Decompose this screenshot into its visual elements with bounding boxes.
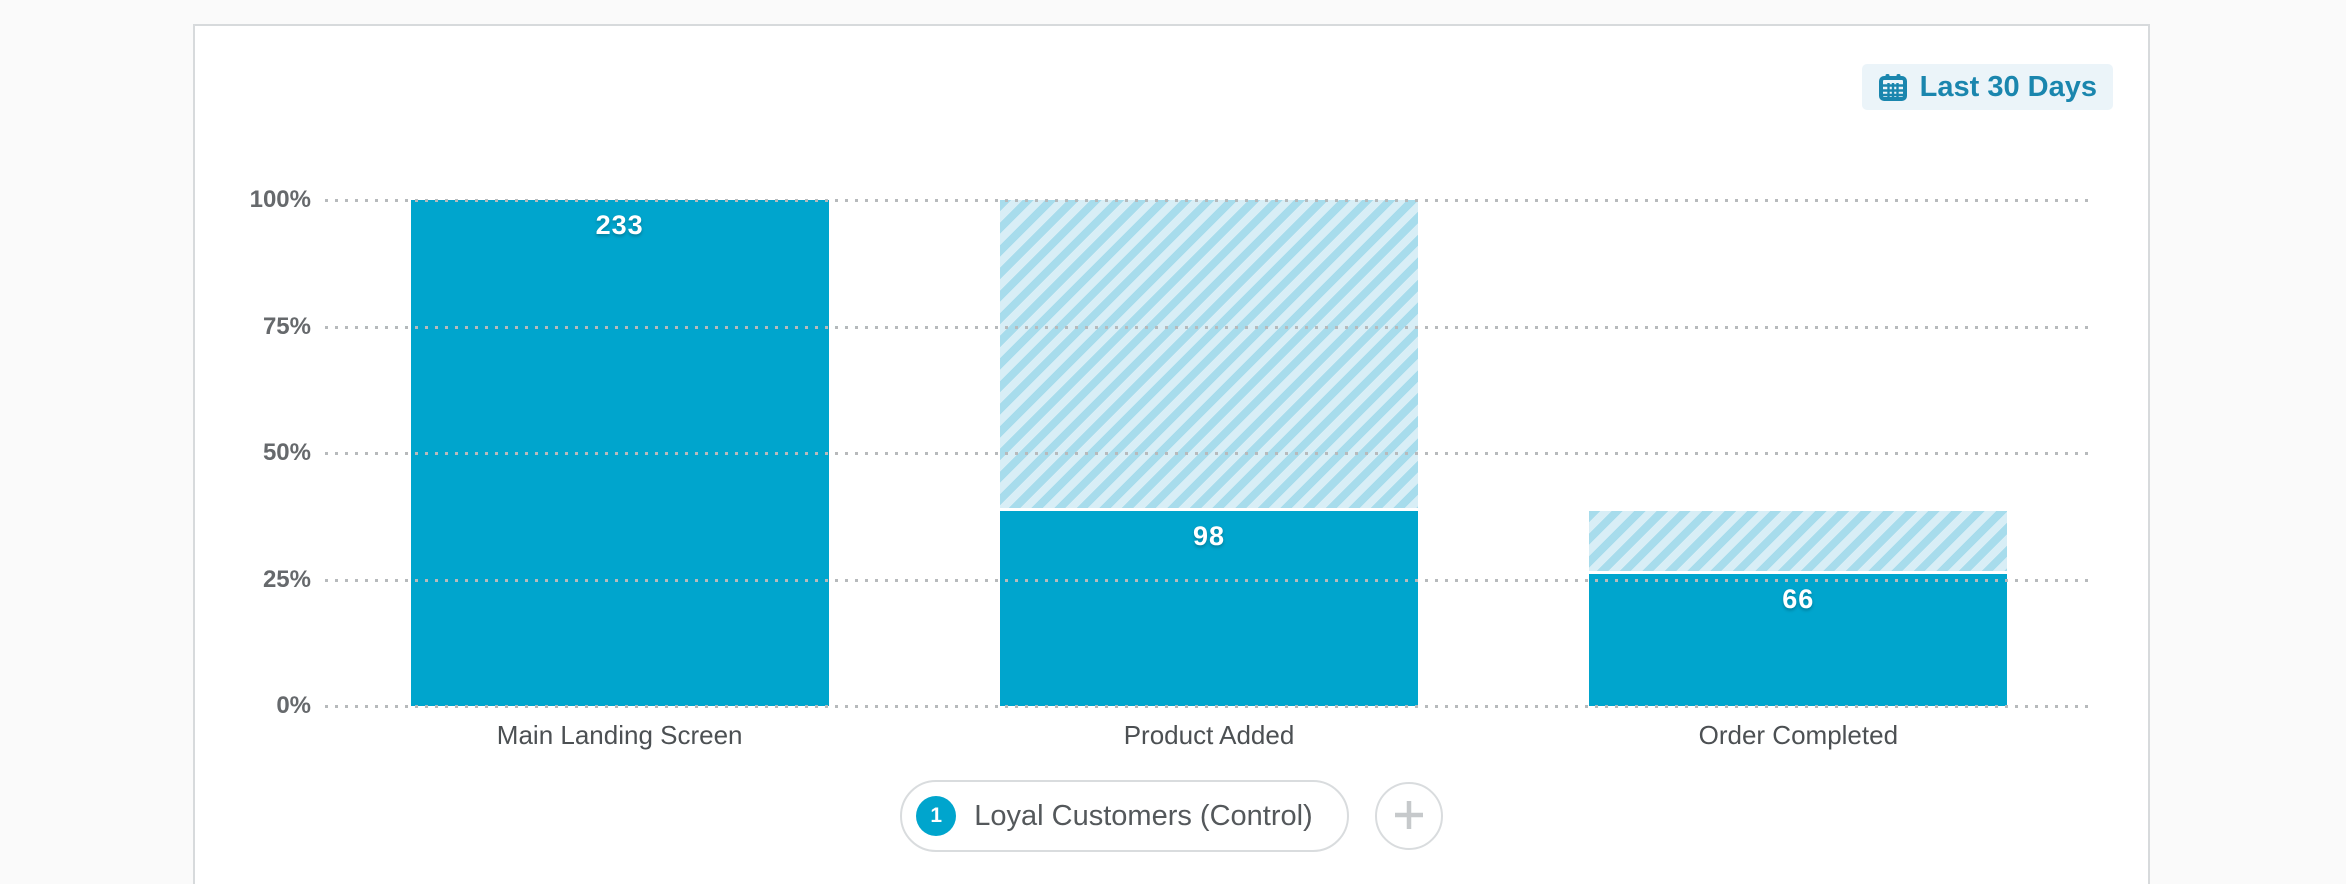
funnel-step-3: 66 [1504, 200, 2093, 706]
bar-converted-segment[interactable]: 98 [999, 511, 1418, 706]
bar-dropoff-hatch-segment[interactable] [999, 200, 1418, 509]
x-axis-labels: Main Landing Screen Product Added Order Co… [325, 720, 2093, 751]
x-axis-step-label: Product Added [1123, 720, 1295, 750]
y-axis-tick-label: 25% [262, 565, 311, 593]
chart-card: Last 30 Days 233 98 66 100% 75% 50% 25% 0% Mai… [193, 24, 2150, 884]
funnel-step-1: 233 [325, 200, 914, 706]
date-range-label: Last 30 Days [1919, 70, 2097, 103]
bar-converted-segment[interactable]: 233 [410, 200, 829, 706]
y-axis-tick-label: 0% [276, 692, 311, 719]
bar-count-label: 233 [595, 210, 644, 240]
y-axis-tick-label: 75% [262, 312, 311, 340]
bar-count-label: 66 [1782, 584, 1815, 615]
calendar-icon [1878, 72, 1908, 102]
x-axis-step-label: Main Landing Screen [496, 720, 743, 750]
date-range-button[interactable]: Last 30 Days [1861, 64, 2113, 110]
funnel-step-2: 98 [914, 200, 1503, 706]
bar-count-label: 98 [1192, 521, 1225, 552]
legend-series-pill[interactable]: 1 Loyal Customers (Control) [900, 780, 1349, 852]
series-index-badge: 1 [916, 796, 957, 836]
plus-icon [1391, 797, 1427, 836]
y-axis-tick-label: 50% [262, 439, 311, 466]
legend: 1 Loyal Customers (Control) [195, 780, 2148, 852]
add-comparison-button[interactable] [1374, 782, 1443, 850]
x-axis-step-label: Order Completed [1698, 720, 1899, 750]
bar-dropoff-hatch-segment[interactable] [1589, 511, 2008, 572]
y-axis-tick-label: 100% [249, 186, 311, 213]
plot-area: 233 98 66 100% 75% 50% 25% 0% [250, 186, 2093, 719]
series-name-label: Loyal Customers (Control) [974, 799, 1313, 832]
bars-row: 233 98 66 [325, 200, 2093, 706]
bar-converted-segment[interactable]: 66 [1589, 574, 2008, 706]
